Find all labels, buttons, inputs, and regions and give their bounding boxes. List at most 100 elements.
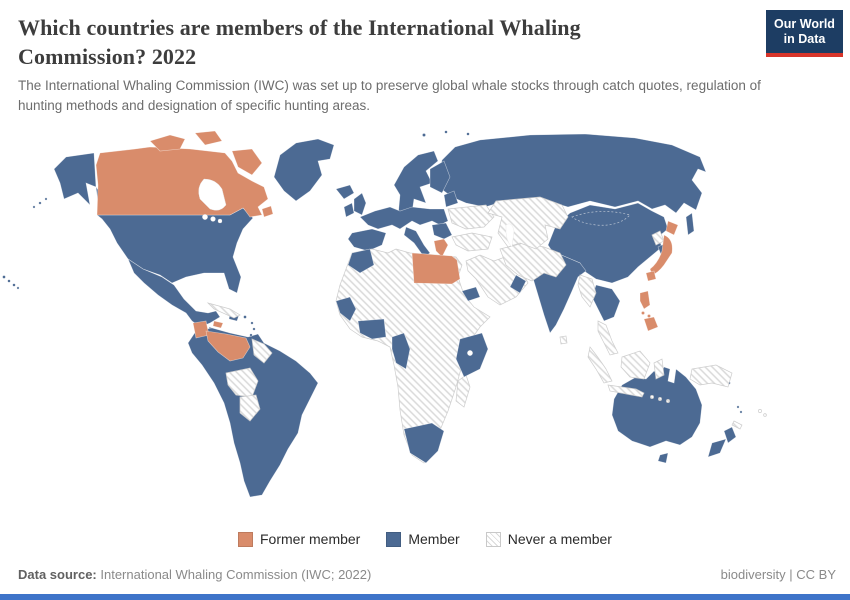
legend-swatch-former xyxy=(238,531,253,547)
region-gabon-congo[interactable] xyxy=(391,332,411,370)
region-puerto-rico xyxy=(243,315,247,319)
region-morocco[interactable] xyxy=(347,248,375,274)
region-baffin-island[interactable] xyxy=(231,148,263,176)
caspian-sea xyxy=(505,223,515,248)
region-mexico[interactable] xyxy=(127,258,221,328)
region-fiji xyxy=(763,413,767,417)
region-new-zealand-north[interactable] xyxy=(723,426,737,444)
region-canadian-arctic[interactable] xyxy=(149,134,186,152)
region-svalbard xyxy=(444,130,448,134)
data-source-value: International Whaling Commission (IWC; 2… xyxy=(100,567,372,582)
region-egypt[interactable] xyxy=(411,252,461,285)
region-ghana-coast[interactable] xyxy=(357,318,387,340)
hudson-bay xyxy=(198,178,227,211)
region-hawaii xyxy=(7,279,11,283)
region-philippines-visayas xyxy=(647,314,651,318)
region-united-states[interactable] xyxy=(96,207,254,294)
region-japan-kyushu[interactable] xyxy=(645,270,657,282)
region-lesser-sunda xyxy=(658,397,662,401)
mongolia-border xyxy=(571,211,631,226)
region-guyanas[interactable] xyxy=(251,338,273,364)
region-senegal-guinea[interactable] xyxy=(335,296,357,322)
legend-label-member: Member xyxy=(408,531,460,547)
region-lesser-antilles xyxy=(250,321,254,325)
region-vanuatu xyxy=(739,410,743,414)
region-paraguay[interactable] xyxy=(239,394,261,422)
region-greenland[interactable] xyxy=(273,138,335,202)
owid-logo[interactable]: Our World in Data xyxy=(766,10,843,57)
region-sulawesi[interactable] xyxy=(653,358,665,380)
region-hawaii xyxy=(16,286,20,290)
region-ukraine[interactable] xyxy=(447,204,495,230)
region-newfoundland[interactable] xyxy=(261,205,274,218)
region-svalbard xyxy=(422,133,426,137)
map-legend: Former member Member Never a member xyxy=(0,531,850,547)
region-australia[interactable] xyxy=(611,366,703,448)
region-scandinavia[interactable] xyxy=(393,150,439,218)
region-iceland[interactable] xyxy=(335,184,355,200)
great-lakes xyxy=(217,218,223,224)
region-svalbard xyxy=(466,132,470,136)
region-ireland[interactable] xyxy=(343,202,355,218)
region-sakhalin[interactable] xyxy=(685,212,695,236)
legend-swatch-member xyxy=(386,531,402,547)
region-sumatra[interactable] xyxy=(587,346,613,384)
page-title: Which countries are members of the Inter… xyxy=(18,15,581,69)
region-philippines-luzon[interactable] xyxy=(639,290,651,310)
timeline-bar[interactable] xyxy=(0,594,850,600)
never-member-regions xyxy=(206,196,767,464)
region-oman[interactable] xyxy=(509,274,527,294)
owid-logo-line1: Our World xyxy=(774,17,835,31)
region-south-africa[interactable] xyxy=(403,422,445,464)
region-alaska[interactable] xyxy=(53,152,97,206)
region-japan-honshu[interactable] xyxy=(649,234,673,276)
member-overlay-regions xyxy=(335,248,527,464)
region-cuba[interactable] xyxy=(206,302,241,319)
license-text[interactable]: biodiversity | CC BY xyxy=(720,567,836,582)
legend-item-member[interactable]: Member xyxy=(386,531,460,547)
region-tasmania[interactable] xyxy=(657,452,669,464)
region-philippines-visayas xyxy=(641,311,645,315)
region-canada[interactable] xyxy=(95,146,269,218)
region-sri-lanka xyxy=(559,335,568,345)
region-kenya-tanzania[interactable] xyxy=(455,332,489,378)
region-new-guinea[interactable] xyxy=(689,364,733,388)
chart-footer: Data source: International Whaling Commi… xyxy=(18,567,836,582)
region-turkey[interactable] xyxy=(451,232,493,252)
legend-item-never-member[interactable]: Never a member xyxy=(485,531,612,547)
data-source-label: Data source: xyxy=(18,567,97,582)
legend-label-never: Never a member xyxy=(507,531,612,547)
region-japan-hokkaido[interactable] xyxy=(665,220,679,236)
region-russia[interactable] xyxy=(435,133,707,214)
region-new-zealand-south[interactable] xyxy=(707,438,727,458)
region-lesser-sunda xyxy=(650,395,654,399)
region-vanuatu xyxy=(736,405,740,409)
region-java[interactable] xyxy=(607,384,645,398)
member-regions xyxy=(2,130,743,498)
region-borneo[interactable] xyxy=(620,350,651,380)
region-lesser-antilles xyxy=(252,327,256,331)
region-venezuela[interactable] xyxy=(205,330,251,362)
region-baltics[interactable] xyxy=(443,190,459,208)
region-myanmar[interactable] xyxy=(577,274,597,308)
region-united-kingdom[interactable] xyxy=(353,192,367,216)
region-fiji xyxy=(758,409,762,413)
region-philippines-mindanao[interactable] xyxy=(643,316,659,332)
region-hawaii xyxy=(2,275,6,279)
region-iberia[interactable] xyxy=(347,228,387,252)
water-bodies xyxy=(198,178,515,356)
lake-victoria xyxy=(467,350,473,356)
region-eritrea[interactable] xyxy=(461,286,481,302)
region-canadian-arctic[interactable] xyxy=(194,130,223,146)
former-member-regions xyxy=(95,130,679,362)
legend-item-former-member[interactable]: Former member xyxy=(238,531,360,547)
region-greece[interactable] xyxy=(433,238,449,258)
region-indochina[interactable] xyxy=(591,284,621,322)
region-jamaica[interactable] xyxy=(212,320,224,329)
region-malay-peninsula[interactable] xyxy=(597,320,619,356)
region-hawaii xyxy=(12,283,16,287)
region-finland[interactable] xyxy=(429,160,451,194)
great-lakes xyxy=(210,216,216,222)
region-balkans-east[interactable] xyxy=(431,222,453,240)
